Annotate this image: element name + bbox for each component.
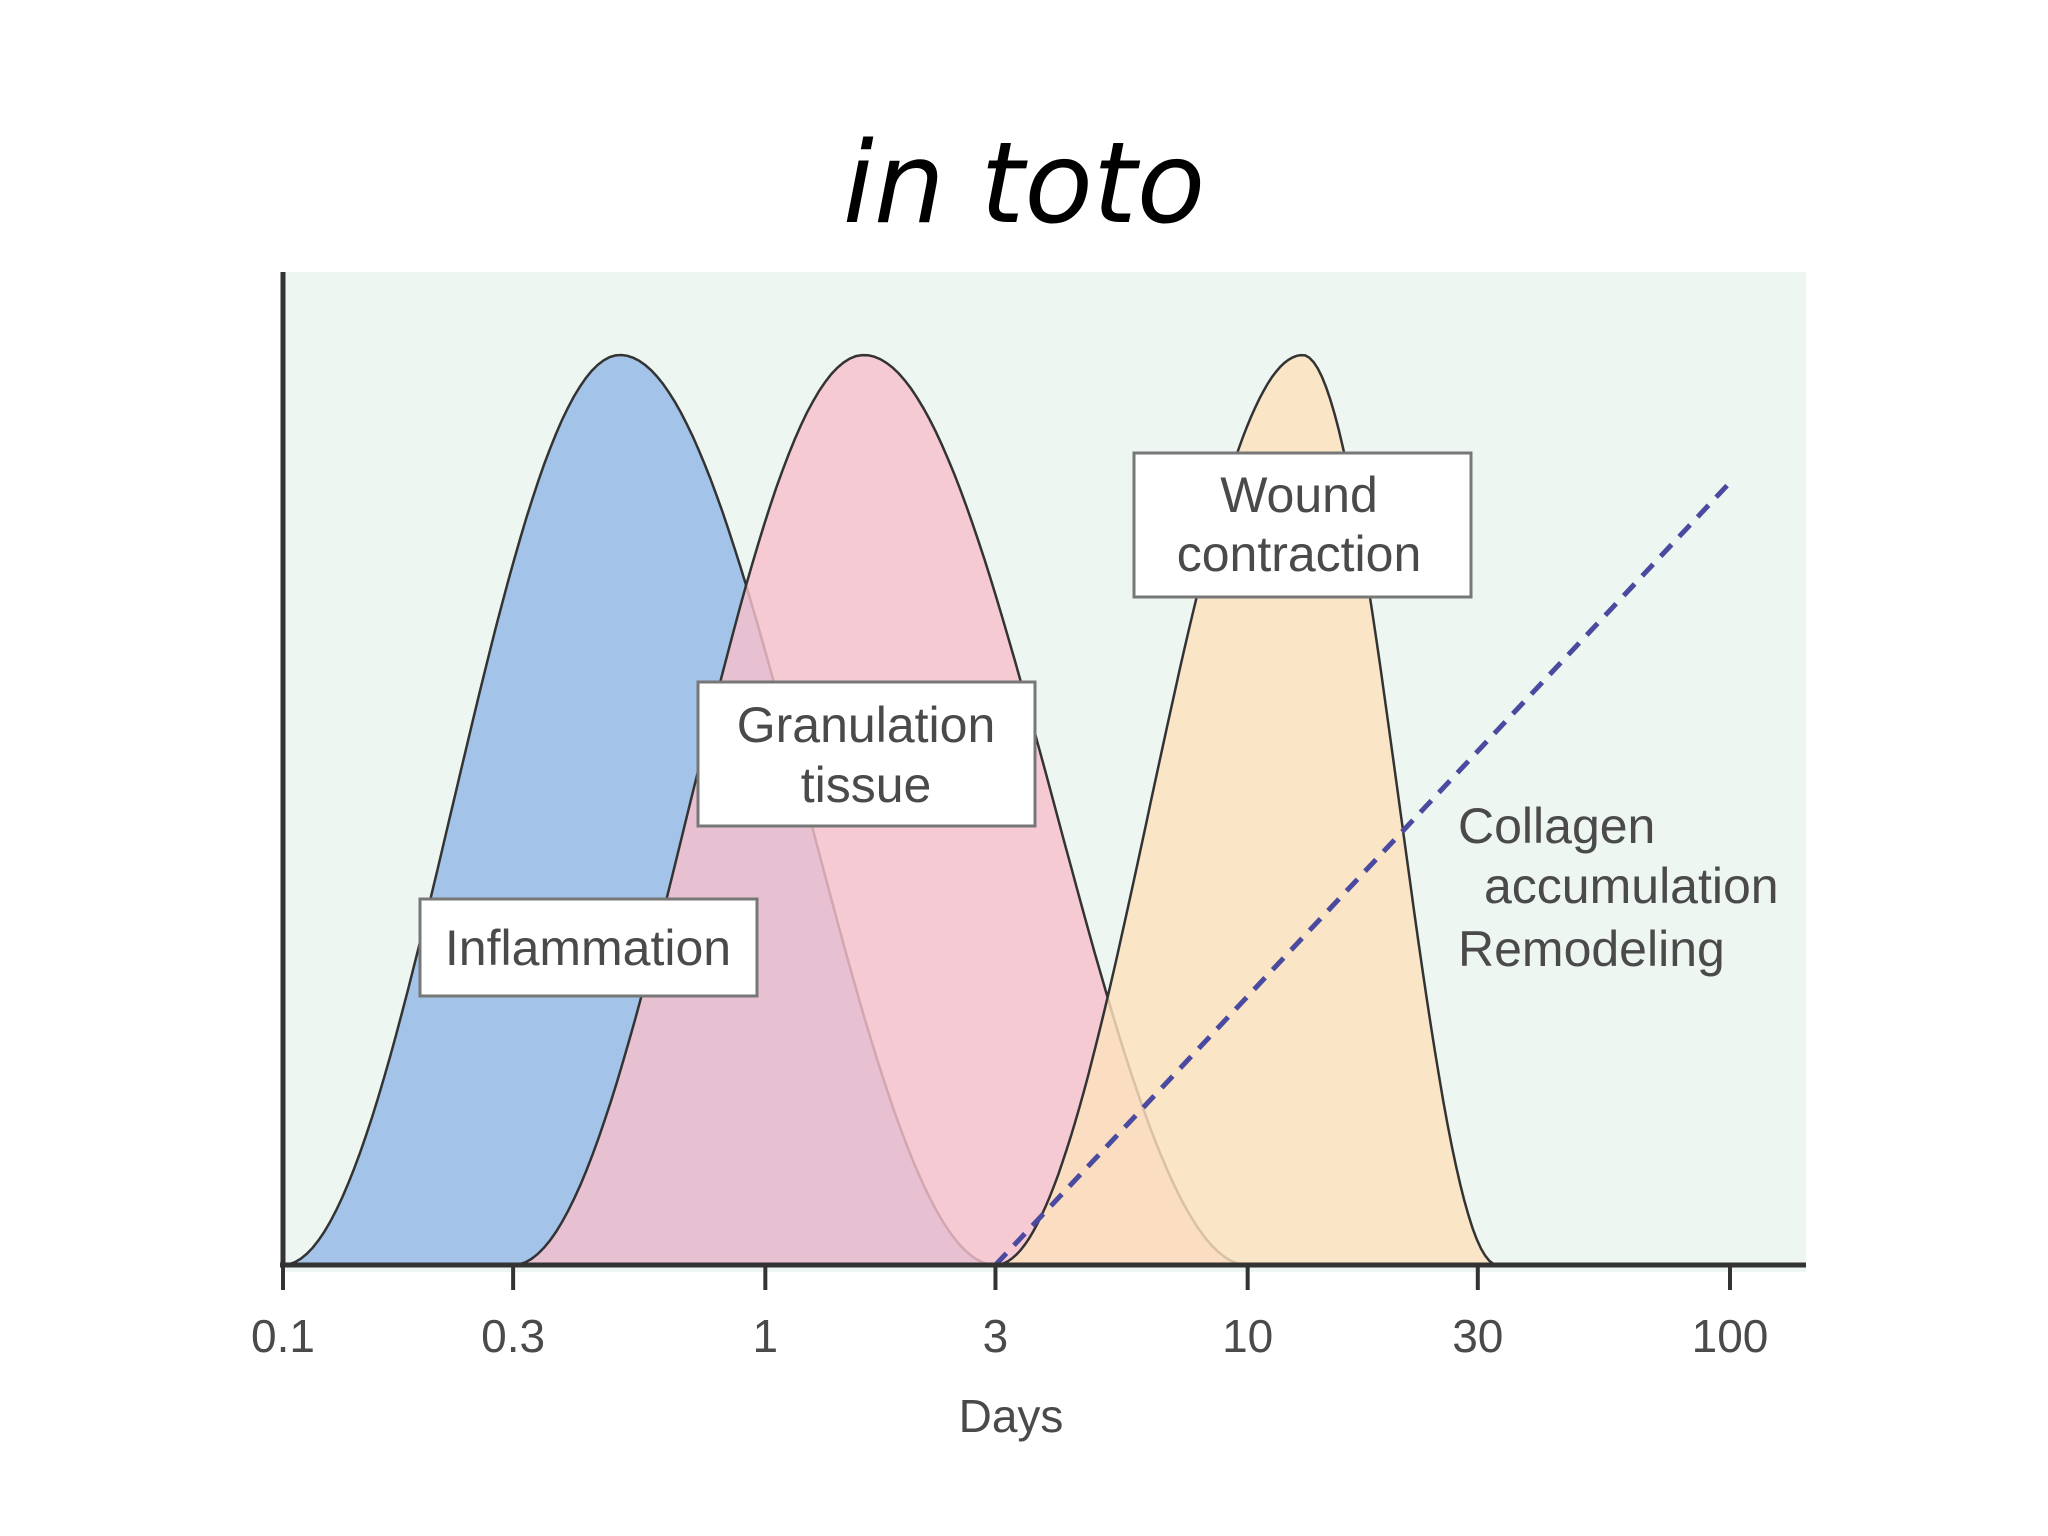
x-tick-label: 1 <box>753 1310 779 1362</box>
collagen-layer <box>993 480 1732 1267</box>
slide-title: in toto <box>842 119 1206 249</box>
collagen-label-line3: Remodeling <box>1458 921 1725 977</box>
x-tick-label: 0.1 <box>251 1310 315 1362</box>
inflammation-label-box: Inflammation <box>418 897 759 998</box>
contraction-label-box: Wound contraction <box>1132 451 1473 599</box>
granulation-label-line2: tissue <box>801 757 932 813</box>
x-axis-label: Days <box>959 1390 1064 1442</box>
collagen-label-line1: Collagen <box>1458 798 1655 854</box>
x-ticks: 0.1 0.3 1 3 10 30 100 <box>251 1265 1768 1362</box>
x-tick-label: 100 <box>1692 1310 1769 1362</box>
granulation-label-box: Granulation tissue <box>696 680 1037 828</box>
collagen-dashed-line <box>993 480 1732 1267</box>
x-tick-label: 3 <box>983 1310 1009 1362</box>
contraction-label-line1: Wound <box>1220 467 1378 523</box>
x-tick-label: 10 <box>1222 1310 1273 1362</box>
inflammation-label: Inflammation <box>445 920 731 976</box>
x-tick-label: 30 <box>1452 1310 1503 1362</box>
collagen-label-line2: accumulation <box>1484 858 1779 914</box>
contraction-label-line2: contraction <box>1177 526 1422 582</box>
granulation-label-line1: Granulation <box>737 697 996 753</box>
contraction-area <box>995 353 1499 1267</box>
x-tick-label: 0.3 <box>481 1310 545 1362</box>
